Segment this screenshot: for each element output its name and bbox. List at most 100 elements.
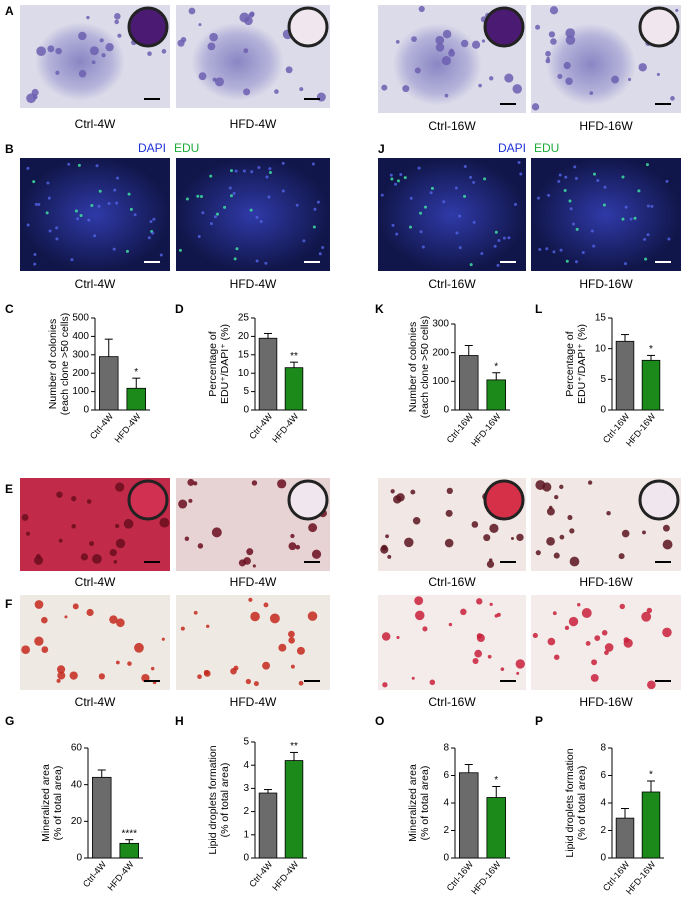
significance: * xyxy=(134,367,138,378)
cell xyxy=(230,667,237,675)
cell xyxy=(70,258,74,262)
y-tick-label: 100 xyxy=(432,376,449,387)
cell xyxy=(127,192,131,196)
cell xyxy=(318,252,322,256)
cell-colony xyxy=(191,22,284,101)
cell xyxy=(395,232,399,236)
cell xyxy=(535,550,541,556)
cell xyxy=(472,658,479,665)
cell xyxy=(228,186,232,190)
y-axis-label: Lipid droplets formation xyxy=(207,745,219,854)
cell xyxy=(629,217,633,221)
cell xyxy=(129,207,133,211)
cell xyxy=(196,194,200,198)
cell xyxy=(642,530,646,535)
cell xyxy=(385,534,389,539)
cell xyxy=(481,39,486,43)
cell xyxy=(483,177,487,181)
cell xyxy=(67,162,71,166)
cell xyxy=(641,611,652,622)
cell xyxy=(185,197,189,201)
image-caption: Ctrl-4W xyxy=(75,117,116,131)
cell xyxy=(564,625,570,631)
y-tick-label: 25 xyxy=(238,313,250,324)
cell xyxy=(414,610,425,621)
y-axis-label: Percentage of xyxy=(564,331,576,396)
cell xyxy=(72,603,79,610)
cell xyxy=(476,598,483,605)
cell xyxy=(48,229,52,233)
y-axis-label: Mineralized area xyxy=(40,764,52,842)
significance: ** xyxy=(290,351,298,362)
cell xyxy=(281,161,285,165)
cell xyxy=(25,531,30,536)
cell xyxy=(290,533,295,539)
panel-letter: B xyxy=(5,142,14,156)
cell xyxy=(565,35,576,45)
cell xyxy=(382,682,388,688)
cell xyxy=(442,200,446,204)
cell xyxy=(321,246,325,250)
micrograph xyxy=(378,158,526,271)
micrograph xyxy=(531,158,681,271)
cell xyxy=(557,73,563,79)
cell xyxy=(93,234,97,238)
cell xyxy=(252,564,256,568)
significance: * xyxy=(649,344,653,355)
cell xyxy=(55,70,60,75)
image-caption: HFD-4W xyxy=(230,695,277,709)
cell xyxy=(274,89,279,94)
cell xyxy=(209,32,218,42)
bar xyxy=(126,387,147,411)
significance: * xyxy=(494,775,498,786)
cell xyxy=(419,230,423,234)
culture-dish xyxy=(638,479,680,521)
cell xyxy=(446,487,453,494)
cell xyxy=(444,538,454,548)
bar xyxy=(284,760,304,859)
bar xyxy=(458,355,479,411)
cell xyxy=(656,72,660,76)
cell xyxy=(399,173,403,177)
cell xyxy=(396,635,400,640)
cell xyxy=(109,615,118,624)
cell xyxy=(390,177,394,181)
cell xyxy=(647,680,656,690)
cell xyxy=(150,666,155,671)
cell xyxy=(115,523,120,529)
cell xyxy=(618,553,625,560)
cell xyxy=(390,489,395,494)
cell xyxy=(250,611,260,622)
cell xyxy=(550,38,557,45)
cell xyxy=(55,226,59,230)
cell xyxy=(115,660,120,665)
cell xyxy=(546,536,555,546)
cell xyxy=(494,230,498,234)
y-axis-label: (% of total area) xyxy=(52,766,64,841)
cell xyxy=(229,169,233,173)
cell xyxy=(573,165,577,169)
panel-letter: D xyxy=(175,302,184,316)
cell xyxy=(248,597,253,602)
cell xyxy=(542,482,552,492)
cell xyxy=(414,596,424,606)
cell xyxy=(604,643,614,652)
cell xyxy=(147,236,151,240)
cell xyxy=(574,176,578,180)
cell xyxy=(112,247,116,251)
cell xyxy=(257,166,261,170)
cell xyxy=(307,611,318,621)
y-tick-label: 60 xyxy=(71,743,83,754)
cell xyxy=(90,204,94,208)
cell xyxy=(197,234,201,238)
cell xyxy=(381,84,388,91)
cell xyxy=(268,167,272,171)
cell xyxy=(546,507,555,516)
culture-dish xyxy=(638,6,680,48)
cell xyxy=(77,163,81,167)
y-tick-label: 0 xyxy=(600,853,606,864)
cell xyxy=(553,654,560,660)
cell xyxy=(403,176,407,180)
culture-dish xyxy=(287,479,329,521)
cell xyxy=(402,85,410,93)
